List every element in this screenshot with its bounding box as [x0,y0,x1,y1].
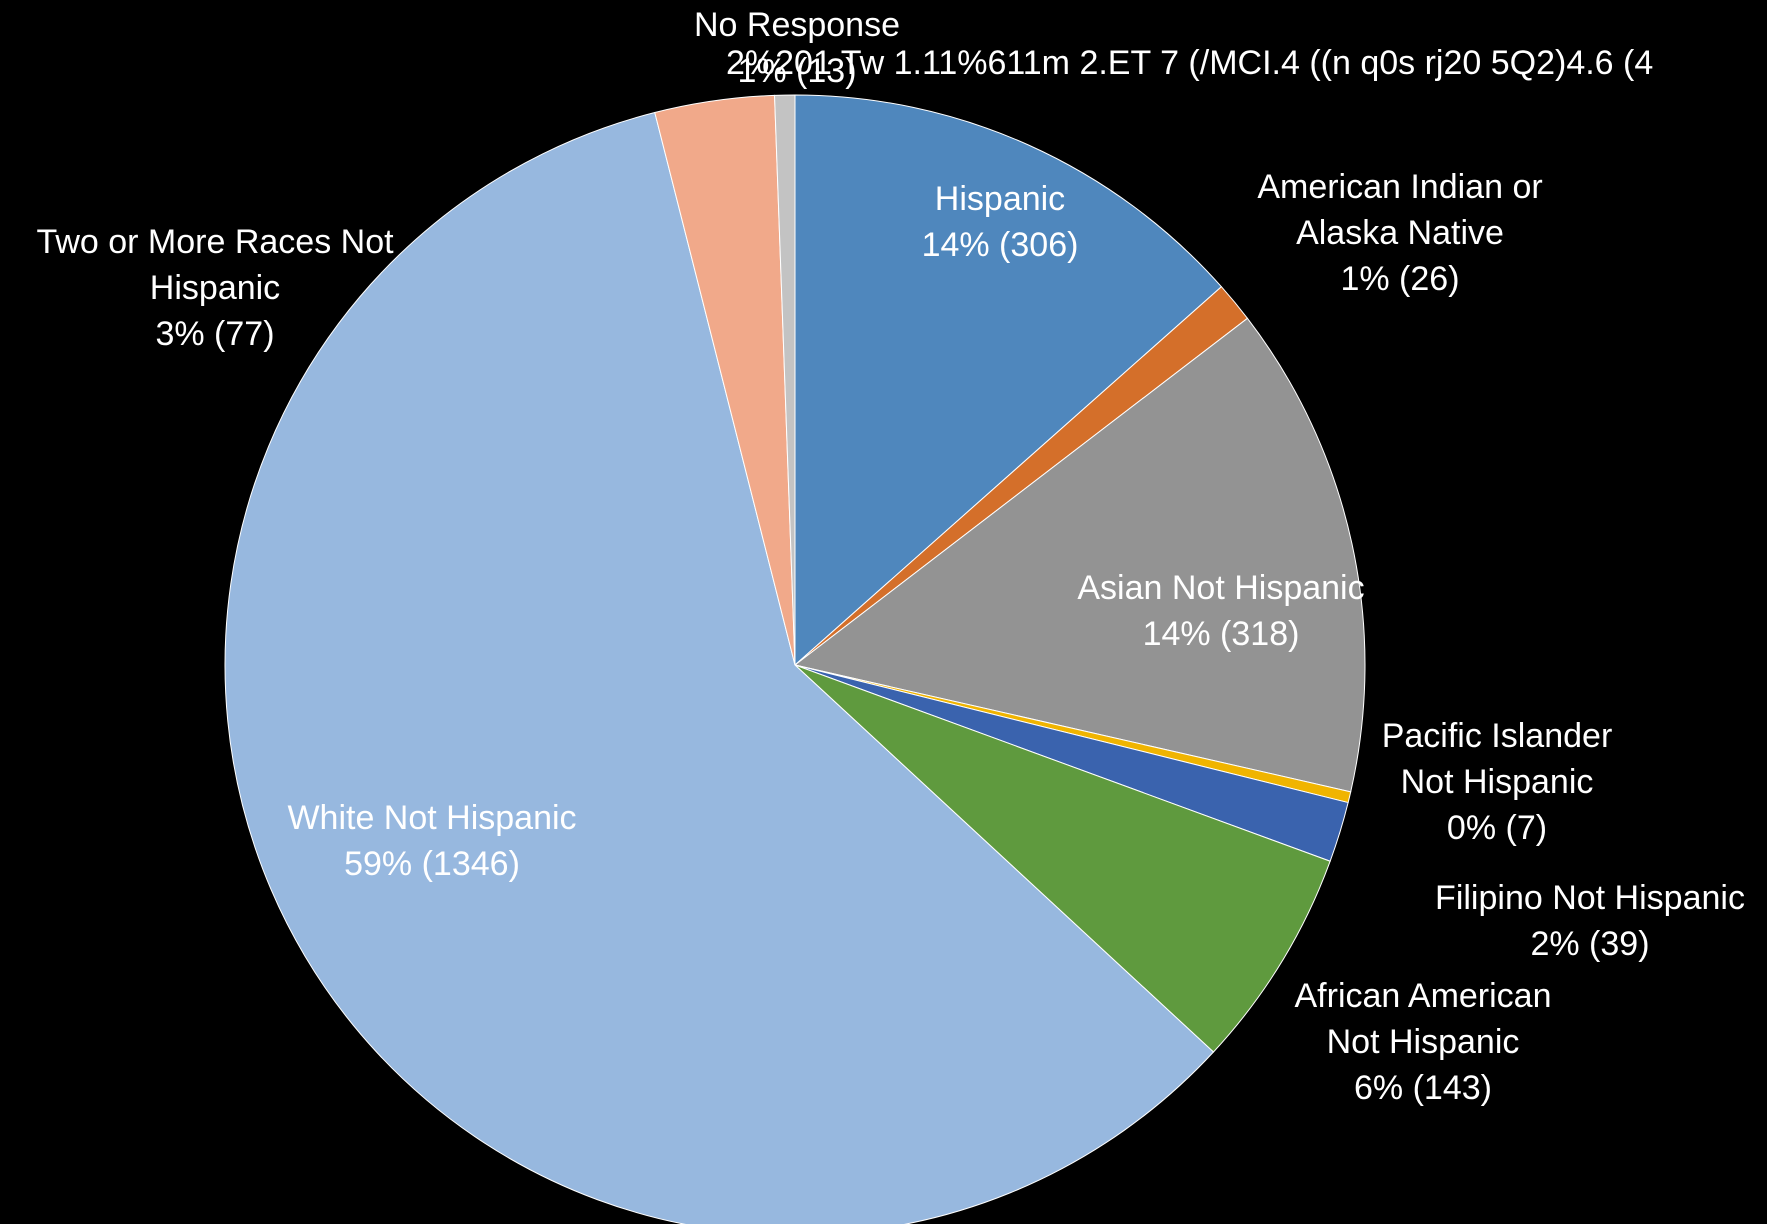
category-label: Asian Not Hispanic [1077,569,1365,607]
value-label: 3% (77) [155,315,275,353]
value-label: 2% (39) [1530,925,1650,963]
category-label: Pacific Islander Not Hispanic [1381,717,1613,801]
data-label: Two or More Races Not Hispanic 3% (77) [8,219,423,357]
value-label: 1% (13) [737,52,857,90]
value-label: 6% (143) [1354,1069,1492,1107]
category-label: No Response [693,6,900,44]
pie-slice [794,94,1223,667]
pie-slice [224,111,1215,1224]
category-label: Two or More Races Not Hispanic [36,223,394,307]
category-label: Hispanic [934,180,1066,218]
data-label: African American Not Hispanic 6% (143) [1268,973,1578,1111]
pie-slice [774,94,796,666]
annotation: 2%201 Tw 1.11%611m 2.ET 7 (/MCI.4 ((n q0… [726,44,1654,82]
data-label: Asian Not Hispanic 14% (318) [1021,565,1421,657]
data-label: No Response 1% (13) [647,2,947,94]
value-label: 14% (318) [1142,615,1300,653]
pie-slice [794,664,1331,1053]
data-label: Filipino Not Hispanic 2% (39) [1390,875,1767,967]
value-label: 0% (7) [1446,809,1548,847]
value-label: 1% (26) [1340,260,1460,298]
data-label: White Not Hispanic 59% (1346) [222,795,642,887]
value-label: 14% (306) [921,226,1079,264]
category-label: Filipino Not Hispanic [1435,879,1745,917]
data-label: American Indian or Alaska Native 1% (26) [1230,164,1570,302]
category-label: American Indian or Alaska Native [1257,168,1543,252]
pie-slice [793,317,1366,793]
category-label: African American Not Hispanic [1294,977,1552,1061]
category-label: White Not Hispanic [287,799,577,837]
value-label: 59% (1346) [344,845,520,883]
data-label: Pacific Islander Not Hispanic 0% (7) [1360,713,1635,851]
data-label: Hispanic 14% (306) [850,176,1150,268]
